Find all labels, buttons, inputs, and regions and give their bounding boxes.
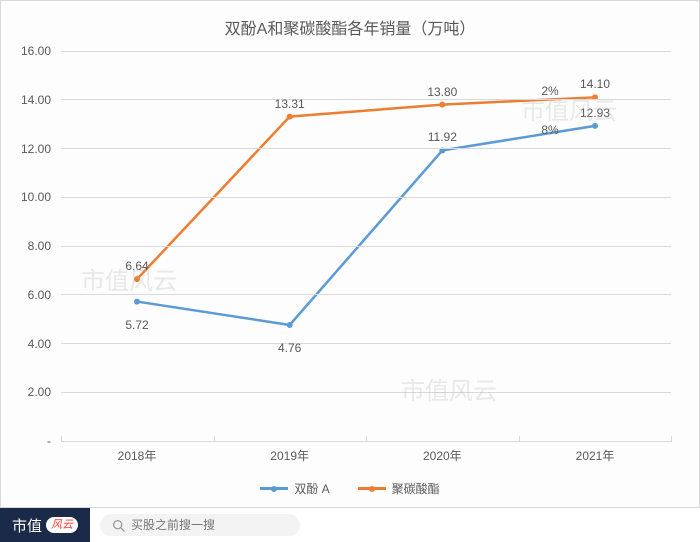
pct-label: 8% [541, 123, 558, 137]
gridline [61, 343, 671, 344]
data-label: 11.92 [428, 130, 457, 144]
chart-title: 双酚A和聚碳酸酯各年销量（万吨） [1, 1, 699, 39]
x-tick-label: 2018年 [118, 447, 157, 464]
gridline [61, 51, 671, 52]
series-marker [134, 299, 140, 305]
search-icon [112, 519, 125, 532]
x-axis: 2018年 2019年 2020年 2021年 [61, 443, 671, 463]
chart-container: 双酚A和聚碳酸酯各年销量（万吨） - 2.00 4.00 6.00 8.00 10.00 1… [0, 0, 700, 508]
x-tick-label: 2019年 [270, 447, 309, 464]
x-tick-label: 2021年 [576, 447, 615, 464]
y-tick-label: - [47, 434, 51, 448]
gridline [61, 294, 671, 295]
search-input[interactable] [131, 518, 288, 532]
brand-swoosh: 风云 [46, 517, 78, 533]
legend: 双酚 A 聚碳酸酯 [1, 479, 699, 497]
search-box[interactable] [100, 514, 300, 536]
series-marker [287, 114, 293, 120]
legend-label: 双酚 A [294, 480, 329, 497]
gridline [61, 197, 671, 198]
x-tick-mark [671, 436, 672, 442]
series-marker [439, 102, 445, 108]
legend-marker-icon [369, 486, 375, 492]
gridline [61, 99, 671, 100]
bottom-bar: 市值 风云 [0, 508, 700, 542]
y-tick-label: 2.00 [28, 385, 51, 399]
x-tick-label: 2020年 [423, 447, 462, 464]
legend-item: 聚碳酸酯 [358, 480, 440, 497]
series-marker [592, 123, 598, 129]
series-marker [287, 322, 293, 328]
data-label: 13.80 [427, 85, 457, 99]
y-tick-label: 16.00 [21, 44, 51, 58]
plot-area: 5.72 4.76 11.92 12.93 6.64 13.31 13.80 14.10 2% 8… [61, 51, 671, 441]
data-label: 5.72 [125, 318, 148, 332]
brand-badge: 市值 风云 [0, 508, 90, 542]
legend-marker-icon [271, 486, 277, 492]
brand-text-cn: 市值 [12, 515, 42, 536]
y-axis: -2.004.006.008.0010.0012.0014.0016.00 [1, 51, 61, 441]
x-tick-mark [61, 436, 62, 442]
y-tick-label: 6.00 [28, 288, 51, 302]
x-tick-mark [366, 436, 367, 442]
legend-item: 双酚 A [260, 480, 329, 497]
series-marker [134, 276, 140, 282]
pct-label: 2% [541, 84, 558, 98]
gridline [61, 392, 671, 393]
data-label: 14.10 [580, 77, 610, 91]
gridline [61, 148, 671, 149]
series-line [137, 97, 595, 279]
x-tick-mark [519, 436, 520, 442]
y-tick-label: 4.00 [28, 337, 51, 351]
data-label: 12.93 [580, 106, 610, 120]
legend-line-icon [358, 487, 386, 490]
y-tick-label: 14.00 [21, 93, 51, 107]
y-tick-label: 10.00 [21, 190, 51, 204]
data-label: 4.76 [278, 341, 301, 355]
y-tick-label: 12.00 [21, 142, 51, 156]
legend-line-icon [260, 487, 288, 490]
gridline [61, 246, 671, 247]
x-tick-mark [214, 436, 215, 442]
y-tick-label: 8.00 [28, 239, 51, 253]
data-label: 13.31 [275, 97, 305, 111]
data-label: 6.64 [125, 259, 148, 273]
legend-label: 聚碳酸酯 [392, 480, 440, 497]
